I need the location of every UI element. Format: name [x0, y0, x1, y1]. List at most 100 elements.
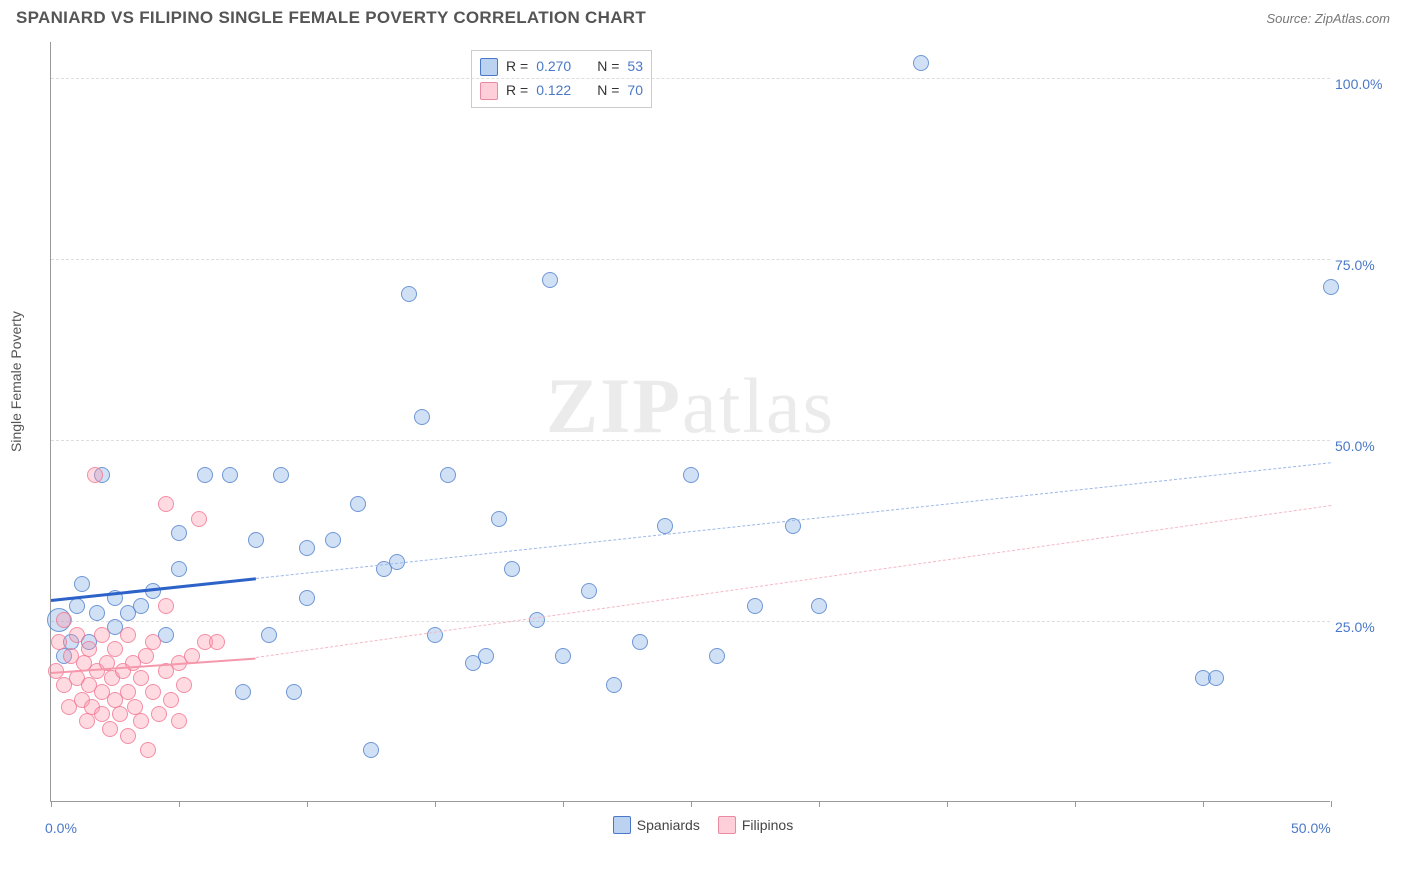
scatter-point-spaniards	[325, 532, 341, 548]
gridline-h	[51, 621, 1330, 622]
legend-swatch-blue	[613, 816, 631, 834]
stat-r-value: 0.270	[536, 55, 571, 79]
scatter-point-spaniards	[299, 590, 315, 606]
scatter-point-spaniards	[248, 532, 264, 548]
legend-label: Filipinos	[742, 817, 793, 833]
scatter-point-filipinos	[79, 713, 95, 729]
scatter-point-filipinos	[191, 511, 207, 527]
x-tick	[563, 801, 564, 807]
legend-label: Spaniards	[637, 817, 700, 833]
scatter-point-filipinos	[120, 627, 136, 643]
scatter-point-filipinos	[102, 721, 118, 737]
scatter-point-spaniards	[747, 598, 763, 614]
scatter-point-filipinos	[94, 627, 110, 643]
scatter-point-filipinos	[112, 706, 128, 722]
scatter-point-filipinos	[87, 467, 103, 483]
legend-swatch-pink	[718, 816, 736, 834]
x-tick	[1203, 801, 1204, 807]
scatter-point-spaniards	[171, 525, 187, 541]
gridline-h	[51, 78, 1330, 79]
y-tick-label: 50.0%	[1335, 438, 1390, 454]
scatter-point-filipinos	[140, 742, 156, 758]
scatter-point-spaniards	[1323, 279, 1339, 295]
x-tick	[51, 801, 52, 807]
watermark: ZIPatlas	[546, 361, 835, 451]
stat-n-value: 53	[627, 55, 643, 79]
scatter-point-filipinos	[158, 496, 174, 512]
trend-line	[256, 462, 1331, 579]
x-tick	[1331, 801, 1332, 807]
legend-swatch-blue	[480, 58, 498, 76]
gridline-h	[51, 259, 1330, 260]
scatter-point-filipinos	[69, 627, 85, 643]
stat-n-value: 70	[627, 79, 643, 103]
x-tick	[691, 801, 692, 807]
chart-source: Source: ZipAtlas.com	[1266, 11, 1390, 26]
scatter-point-spaniards	[632, 634, 648, 650]
scatter-point-filipinos	[138, 648, 154, 664]
stat-r-value: 0.122	[536, 79, 571, 103]
x-tick	[947, 801, 948, 807]
x-tick	[307, 801, 308, 807]
scatter-point-spaniards	[542, 272, 558, 288]
scatter-point-filipinos	[133, 670, 149, 686]
scatter-point-spaniards	[414, 409, 430, 425]
scatter-point-filipinos	[176, 677, 192, 693]
scatter-point-spaniards	[581, 583, 597, 599]
scatter-point-spaniards	[235, 684, 251, 700]
scatter-point-spaniards	[261, 627, 277, 643]
scatter-point-spaniards	[1208, 670, 1224, 686]
y-tick-label: 75.0%	[1335, 257, 1390, 273]
scatter-point-spaniards	[363, 742, 379, 758]
scatter-point-spaniards	[222, 467, 238, 483]
x-tick	[179, 801, 180, 807]
scatter-point-filipinos	[151, 706, 167, 722]
chart-title: SPANIARD VS FILIPINO SINGLE FEMALE POVER…	[16, 8, 646, 28]
scatter-point-spaniards	[913, 55, 929, 71]
scatter-point-filipinos	[81, 641, 97, 657]
chart-area: Single Female Poverty ZIPatlas R = 0.270…	[0, 32, 1406, 872]
scatter-point-filipinos	[163, 692, 179, 708]
stat-row: R = 0.270 N = 53	[480, 55, 643, 79]
scatter-point-spaniards	[171, 561, 187, 577]
scatter-point-filipinos	[51, 634, 67, 650]
stat-n-label: N =	[597, 55, 619, 79]
stat-n-label: N =	[597, 79, 619, 103]
gridline-h	[51, 440, 1330, 441]
y-tick-label: 100.0%	[1335, 76, 1390, 92]
scatter-point-spaniards	[555, 648, 571, 664]
scatter-point-filipinos	[158, 598, 174, 614]
scatter-point-spaniards	[657, 518, 673, 534]
scatter-point-spaniards	[709, 648, 725, 664]
legend-item-filipinos: Filipinos	[718, 816, 793, 834]
scatter-point-spaniards	[401, 286, 417, 302]
scatter-point-spaniards	[133, 598, 149, 614]
stat-r-label: R =	[506, 79, 528, 103]
scatter-point-spaniards	[440, 467, 456, 483]
x-tick	[435, 801, 436, 807]
scatter-point-spaniards	[74, 576, 90, 592]
stat-r-label: R =	[506, 55, 528, 79]
scatter-point-filipinos	[145, 634, 161, 650]
stat-row: R = 0.122 N = 70	[480, 79, 643, 103]
scatter-point-spaniards	[69, 598, 85, 614]
y-tick-label: 25.0%	[1335, 619, 1390, 635]
chart-header: SPANIARD VS FILIPINO SINGLE FEMALE POVER…	[0, 0, 1406, 32]
x-tick	[819, 801, 820, 807]
x-tick	[1075, 801, 1076, 807]
scatter-point-spaniards	[273, 467, 289, 483]
bottom-legend: Spaniards Filipinos	[0, 816, 1406, 834]
scatter-point-filipinos	[145, 684, 161, 700]
scatter-point-spaniards	[504, 561, 520, 577]
scatter-point-spaniards	[89, 605, 105, 621]
scatter-point-spaniards	[683, 467, 699, 483]
scatter-point-filipinos	[120, 728, 136, 744]
scatter-point-filipinos	[107, 641, 123, 657]
scatter-point-spaniards	[811, 598, 827, 614]
scatter-point-spaniards	[478, 648, 494, 664]
scatter-point-filipinos	[56, 612, 72, 628]
scatter-point-spaniards	[350, 496, 366, 512]
scatter-point-spaniards	[427, 627, 443, 643]
scatter-point-filipinos	[133, 713, 149, 729]
scatter-point-filipinos	[171, 713, 187, 729]
